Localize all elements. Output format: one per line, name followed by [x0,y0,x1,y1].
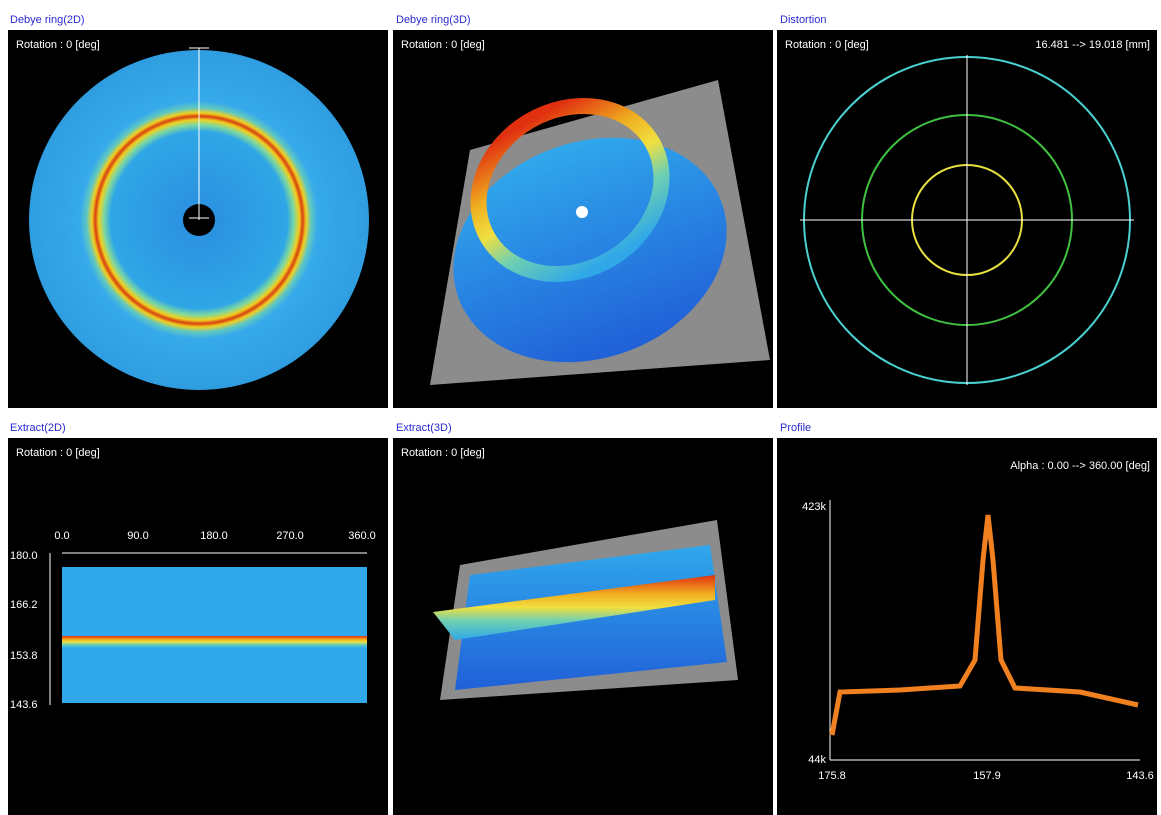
page: {"panels":[ {"title":"Debye ring(2D)","c… [0,0,1161,815]
panel-title: Debye ring(3D) [396,14,471,26]
range: 16.481 --> 19.018 [mm] [1035,39,1150,51]
x-tick-label: 175.8 [818,770,846,782]
x-tick-label: 360.0 [348,530,376,542]
panel-title: Profile [780,422,811,434]
y-tick-label: 180.0 [10,550,38,562]
panel-distortion: Distortion Rotation : 0 [deg] 16.481 -->… [777,14,1157,408]
caption: Rotation : 0 [deg] [16,447,100,459]
panel-extract-2d: Extract(2D) Rotation : 0 [deg] 0.0 90.0 … [8,422,388,815]
x-tick-label: 90.0 [127,530,148,542]
y-tick-label: 143.6 [10,699,38,711]
panel-title: Debye ring(2D) [10,14,85,26]
x-tick-label: 157.9 [973,770,1001,782]
center [576,206,588,218]
y-tick-label: 153.8 [10,650,38,662]
caption: Rotation : 0 [deg] [785,39,869,51]
y-tick-label: 44k [808,754,826,766]
panel-debye-3d: Debye ring(3D) Rotation : 0 [deg] [393,14,773,408]
panel-extract-3d: Extract(3D) Rotation : 0 [deg] [393,422,773,815]
caption: Rotation : 0 [deg] [401,447,485,459]
viewer: Debye ring(2D) Rotation : 0 [deg] Debye … [0,0,1161,815]
x-tick-label: 180.0 [200,530,228,542]
panel-title: Extract(2D) [10,422,66,434]
panel-profile: Profile Alpha : 0.00 --> 360.00 [deg] 42… [777,422,1157,815]
extract-band [62,636,367,648]
caption: Rotation : 0 [deg] [16,39,100,51]
view [777,438,1157,815]
x-tick-label: 143.6 [1126,770,1154,782]
caption: Alpha : 0.00 --> 360.00 [deg] [1010,460,1150,472]
caption: Rotation : 0 [deg] [401,39,485,51]
y-tick-label: 423k [802,501,826,513]
panel-title: Extract(3D) [396,422,452,434]
extract-image [62,567,367,703]
x-tick-label: 270.0 [276,530,304,542]
x-tick-label: 0.0 [54,530,69,542]
panel-debye-2d: Debye ring(2D) Rotation : 0 [deg] [8,14,388,408]
y-tick-label: 166.2 [10,599,38,611]
panel-title: Distortion [780,14,826,26]
